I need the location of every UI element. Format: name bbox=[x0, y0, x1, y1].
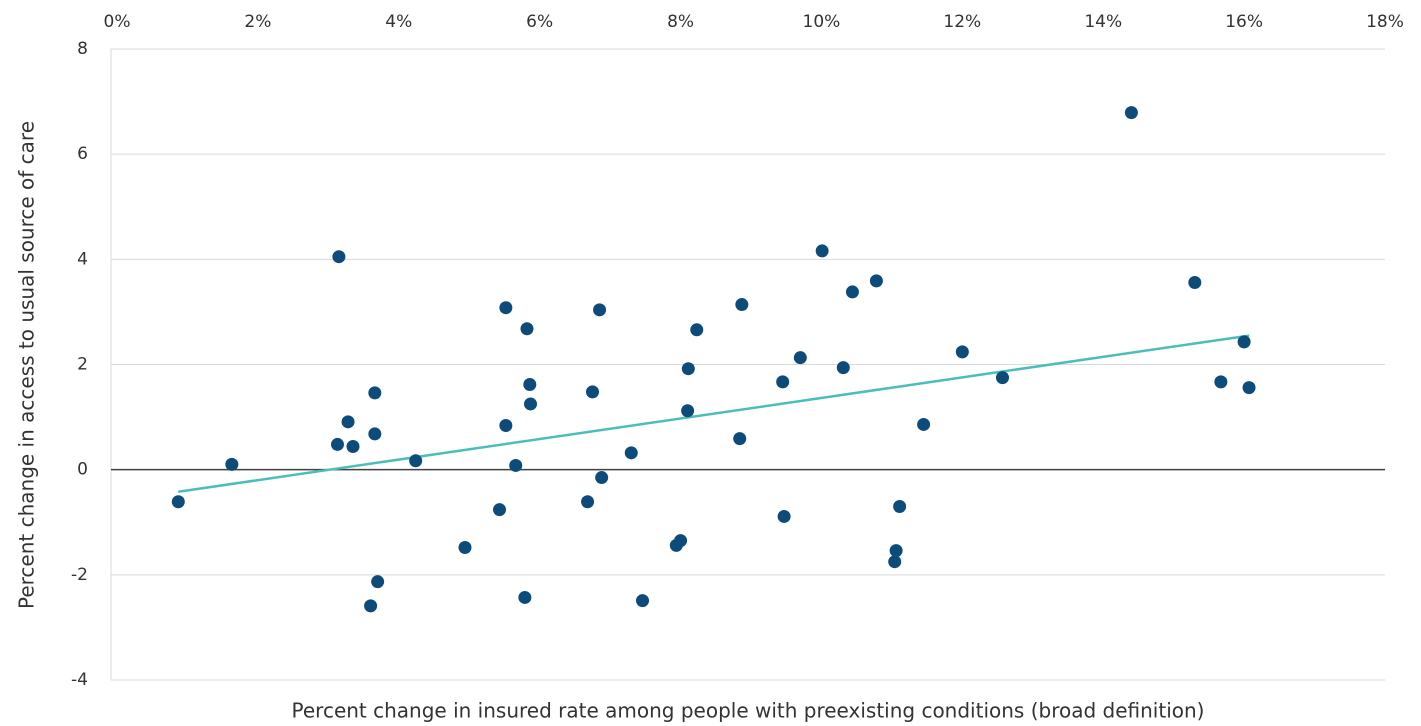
data-point bbox=[171, 495, 185, 509]
trendline bbox=[178, 334, 1250, 493]
data-point bbox=[1124, 106, 1138, 120]
data-point bbox=[836, 361, 850, 375]
data-point bbox=[364, 599, 378, 613]
data-point bbox=[520, 322, 534, 336]
data-point bbox=[869, 274, 883, 288]
x-tick-label: 6% bbox=[526, 12, 553, 32]
data-point bbox=[674, 534, 688, 548]
y-tick-label: -2 bbox=[71, 565, 88, 585]
data-point bbox=[458, 540, 472, 554]
data-point bbox=[371, 575, 385, 589]
data-point bbox=[341, 415, 355, 429]
y-tick-label: -4 bbox=[71, 670, 88, 690]
data-point bbox=[777, 509, 791, 523]
data-point bbox=[593, 303, 607, 317]
data-point bbox=[793, 351, 807, 365]
data-point bbox=[681, 362, 695, 376]
data-point bbox=[624, 446, 638, 460]
data-point bbox=[888, 555, 902, 569]
data-point bbox=[332, 250, 346, 264]
data-point bbox=[523, 377, 537, 391]
data-point bbox=[636, 594, 650, 608]
y-tick-label: 0 bbox=[77, 460, 88, 480]
data-point bbox=[595, 471, 609, 485]
data-point bbox=[581, 495, 595, 509]
data-point bbox=[368, 386, 382, 400]
data-point bbox=[917, 417, 931, 431]
x-tick-label: 10% bbox=[803, 12, 841, 32]
y-tick-label: 2 bbox=[77, 355, 88, 375]
y-axis-title: Percent change in access to usual source… bbox=[15, 121, 39, 609]
data-point bbox=[776, 375, 790, 389]
data-point bbox=[1188, 275, 1202, 289]
data-point bbox=[955, 345, 969, 359]
x-tick-label: 0% bbox=[104, 12, 131, 32]
data-point bbox=[524, 397, 538, 411]
data-point bbox=[681, 404, 695, 418]
x-tick-label: 12% bbox=[943, 12, 981, 32]
data-point bbox=[733, 432, 747, 446]
data-point bbox=[509, 458, 523, 472]
y-tick-label: 4 bbox=[77, 249, 88, 269]
x-tick-label: 2% bbox=[244, 12, 271, 32]
data-point bbox=[330, 437, 344, 451]
data-point bbox=[368, 427, 382, 441]
data-point bbox=[586, 385, 599, 399]
data-point bbox=[889, 544, 903, 558]
data-point bbox=[1214, 375, 1228, 389]
x-tick-label: 16% bbox=[1225, 12, 1263, 32]
x-tick-label: 4% bbox=[385, 12, 412, 32]
data-point bbox=[845, 285, 859, 299]
data-point bbox=[735, 298, 749, 312]
data-point bbox=[499, 301, 513, 315]
data-point bbox=[1237, 335, 1251, 349]
data-point bbox=[815, 244, 829, 258]
x-tick-label: 18% bbox=[1366, 12, 1404, 32]
data-point bbox=[346, 440, 360, 454]
data-point bbox=[499, 418, 513, 432]
y-tick-label: 8 bbox=[77, 39, 88, 59]
data-point bbox=[995, 371, 1009, 385]
data-point bbox=[225, 457, 239, 471]
data-point bbox=[518, 590, 532, 604]
data-point bbox=[493, 503, 507, 517]
data-point bbox=[690, 323, 704, 337]
x-axis-title: Percent change in insured rate among peo… bbox=[292, 699, 1205, 723]
x-tick-label: 8% bbox=[667, 12, 694, 32]
data-point bbox=[1242, 381, 1256, 395]
data-point bbox=[893, 499, 907, 513]
y-tick-label: 6 bbox=[77, 144, 88, 164]
x-tick-label: 14% bbox=[1084, 12, 1122, 32]
data-point bbox=[409, 454, 423, 468]
